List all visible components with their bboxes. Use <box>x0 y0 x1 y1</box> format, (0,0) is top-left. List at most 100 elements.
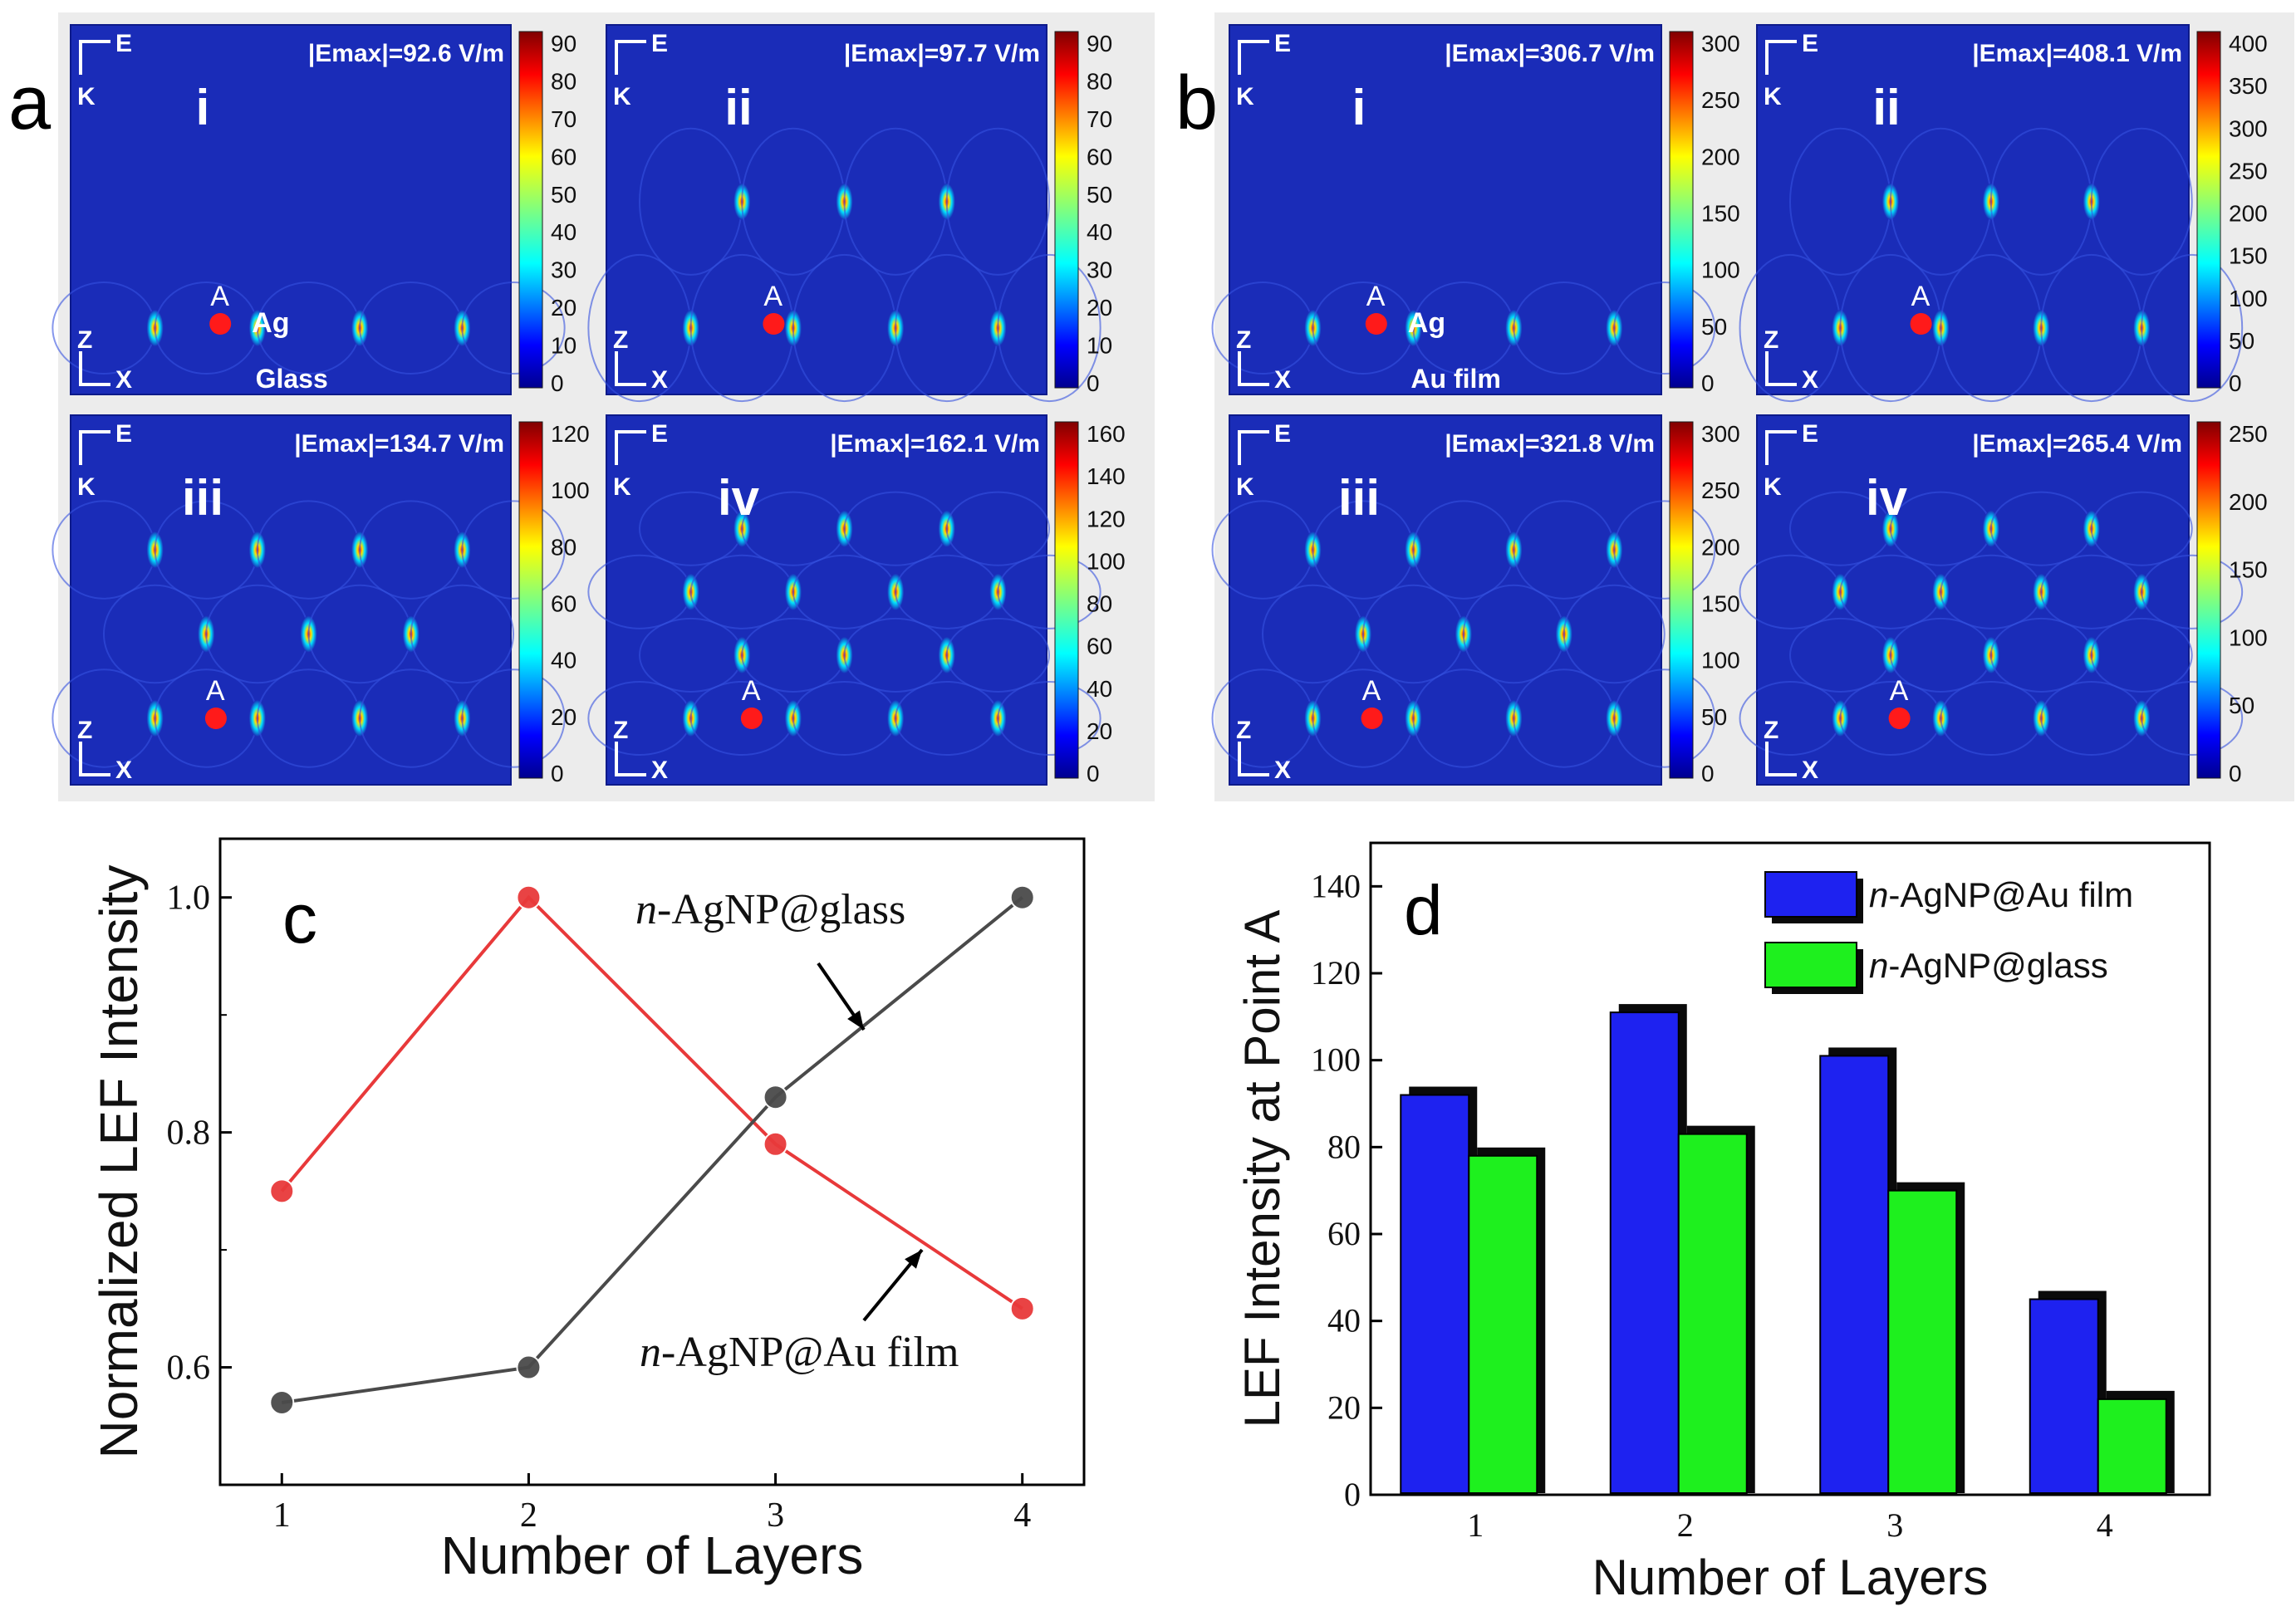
panel-b-map-ii-colorbar-tick: 300 <box>2229 115 2268 141</box>
panel-b-map-iii-zx-axes-icon <box>1238 742 1269 776</box>
panel-b-map-iv-colorbar-tick: 0 <box>2229 761 2242 786</box>
chart-c-arrow-head <box>847 1010 864 1030</box>
panel-a-map-i-colorbar-tick: 20 <box>551 295 576 321</box>
panel-a-map-iii-ek-axes-icon <box>79 430 110 465</box>
chart-c-ytick-label: 1.0 <box>167 879 211 918</box>
panel-a-map-ii-point-a-marker <box>763 313 785 335</box>
panel-b-map-iv-particle-outline <box>2141 680 2244 757</box>
panel-a-map-iv-axis-x-label: X <box>651 757 668 784</box>
panel-a-map-iii-zx-axes-icon <box>79 742 110 776</box>
panel-b-map-i-ek-axes-icon <box>1238 40 1269 75</box>
chart-c-xtick-label: 3 <box>767 1496 784 1535</box>
panel-b-map-iv-particle-outline <box>2090 617 2193 693</box>
panel-b-map-ii-particle-outline <box>2090 127 2193 276</box>
chart-d-legend-swatch-0 <box>1764 871 1857 918</box>
panel-b-map-i-emax-text: |Emax|=306.7 V/m <box>1445 40 1655 67</box>
chart-d-legend-suffix: -AgNP@glass <box>1888 946 2107 985</box>
panel-a-map-iv-ek-axes-icon <box>615 430 646 465</box>
panel-a-map-i-colorbar-tick: 70 <box>551 106 576 132</box>
panel-a-map-ii-axis-e-label: E <box>651 30 668 57</box>
chart-c-xlabel: Number of Layers <box>441 1526 864 1585</box>
panel-b-map-ii-emax-text: |Emax|=408.1 V/m <box>1972 40 2182 67</box>
panel-b-map-ii-zx-axes-icon <box>1765 351 1797 386</box>
panel-b-map-ii-axis-x-label: X <box>1802 366 1818 394</box>
panel-a-map-i-colorbar <box>518 31 543 389</box>
chart-c-xtick-label: 1 <box>273 1496 291 1535</box>
panel-b-map-iii-point-a-label: A <box>1362 675 1381 707</box>
panel-a-map-iii-axis-z-label: Z <box>77 717 92 744</box>
panel-b-map-ii-axis-e-label: E <box>1802 30 1818 57</box>
panel-a-map-ii-colorbar-tick: 80 <box>1087 68 1112 94</box>
panel-b-map-iii-emax-text: |Emax|=321.8 V/m <box>1445 430 1655 458</box>
panel-a-map-iv-axis-z-label: Z <box>613 717 628 744</box>
panel-a-map-iii-colorbar-tick: 60 <box>551 591 576 617</box>
chart-d-xtick-label: 4 <box>2097 1506 2113 1544</box>
chart-d-legend-label-0: n-AgNP@Au film <box>1869 875 2133 914</box>
panel-b-map-i-colorbar <box>1669 31 1694 389</box>
panel-a-map-i-colorbar-tick: 30 <box>551 257 576 283</box>
panel-b-map-i-axis-x-label: X <box>1274 366 1291 394</box>
panel-b-map-iii-axis-z-label: Z <box>1236 717 1251 744</box>
panel-b-map-ii-point-a-marker <box>1910 313 1932 335</box>
panel-a-map-iii-field-map <box>70 414 512 786</box>
chart-c-point-0 <box>269 1178 295 1204</box>
chart-c-annotation-suffix: -AgNP@Au film <box>661 1329 959 1376</box>
panel-b-map-ii-colorbar-tick: 100 <box>2229 286 2268 311</box>
panel-b-map-iii-field-map <box>1229 414 1662 786</box>
panel-a-map-ii-axis-z-label: Z <box>613 326 628 354</box>
panel-a-map-iii-colorbar-tick: 40 <box>551 648 576 673</box>
panel-a-map-i-particle-label: Ag <box>252 307 289 339</box>
panel-b-map-ii-colorbar-tick: 200 <box>2229 201 2268 227</box>
chart-d-ytick-label: 120 <box>1311 954 1361 992</box>
panel-a-map-i-axis-z-label: Z <box>77 326 92 354</box>
panel-b-map-iv-axis-z-label: Z <box>1764 717 1778 744</box>
chart-d-bar-0 <box>1819 1055 1890 1494</box>
panel-a-map-iv-particle-outline <box>997 680 1101 757</box>
panel-b-map-i-substrate-label: Au film <box>1410 364 1500 394</box>
panel-b-map-iii-ek-axes-icon <box>1238 430 1269 465</box>
panel-a-map-i-zx-axes-icon <box>79 351 110 386</box>
panel-b-map-i-colorbar-tick: 0 <box>1701 370 1715 396</box>
chart-d-bar-0 <box>2029 1298 2099 1494</box>
panel-b-map-iv-roman-label: iv <box>1866 470 1908 526</box>
panel-a-map-iv-colorbar-tick: 0 <box>1087 761 1100 786</box>
panel-b-map-i-colorbar-tick: 300 <box>1701 31 1740 56</box>
panel-a-map-ii-colorbar <box>1054 31 1079 389</box>
panel-a-map-ii-point-a-label: A <box>763 281 783 312</box>
panel-a-map-iv-colorbar-tick: 20 <box>1087 718 1112 744</box>
panel-b-map-iii-particle-outline <box>1613 668 1716 768</box>
panel-b-map-i-point-a-label: A <box>1366 281 1386 312</box>
chart-d-ylabel: LEF Intensity at Point A <box>1234 910 1290 1428</box>
panel-a-map-ii-colorbar-tick: 70 <box>1087 106 1112 132</box>
panel-a-map-ii-colorbar-tick: 0 <box>1087 370 1100 396</box>
chart-c-ytick-label: 0.6 <box>167 1349 211 1388</box>
chart-d-bar-1 <box>1887 1189 1958 1494</box>
panel-b-map-ii-field-map <box>1756 24 2190 395</box>
panel-b-map-ii-roman-label: ii <box>1872 80 1900 135</box>
panel-a-map-i-emax-text: |Emax|=92.6 V/m <box>308 40 504 67</box>
panel-a-map-iv-colorbar-tick: 100 <box>1087 548 1126 574</box>
chart-d-xlabel: Number of Layers <box>1592 1550 1989 1605</box>
panel-a-map-iv-particle-outline <box>997 554 1101 629</box>
panel-a-map-i-point-a-marker <box>209 313 232 335</box>
chart-c-point-0 <box>516 884 542 910</box>
panel-b-map-i-colorbar-tick: 200 <box>1701 144 1740 169</box>
chart-c-series-annotation-0: n-AgNP@glass <box>635 886 905 933</box>
chart-c-xtick-label: 2 <box>520 1496 537 1535</box>
panel-b-map-iii-colorbar-tick: 0 <box>1701 761 1715 786</box>
panel-a-map-i-colorbar-tick: 10 <box>551 333 576 359</box>
chart-d-ytick-label: 60 <box>1327 1215 1361 1252</box>
panel-a-map-i-roman-label: i <box>196 80 210 135</box>
panel-a-map-iv-emax-text: |Emax|=162.1 V/m <box>830 430 1040 458</box>
panel-b-map-iii-particle-outline <box>1613 500 1716 600</box>
chart-d-legend-prefix: n <box>1869 946 1888 985</box>
panel-b-map-iv-axis-e-label: E <box>1802 420 1818 448</box>
chart-d-bar-0 <box>1609 1011 1680 1494</box>
chart-d-ytick-label: 40 <box>1327 1302 1361 1339</box>
panel-b-map-iv-axis-k-label: K <box>1764 473 1782 501</box>
panel-b-map-iv-field-map <box>1756 414 2190 786</box>
panel-a-map-i-particle-outline <box>461 282 566 375</box>
panel-a-map-iii-emax-text: |Emax|=134.7 V/m <box>294 430 504 458</box>
